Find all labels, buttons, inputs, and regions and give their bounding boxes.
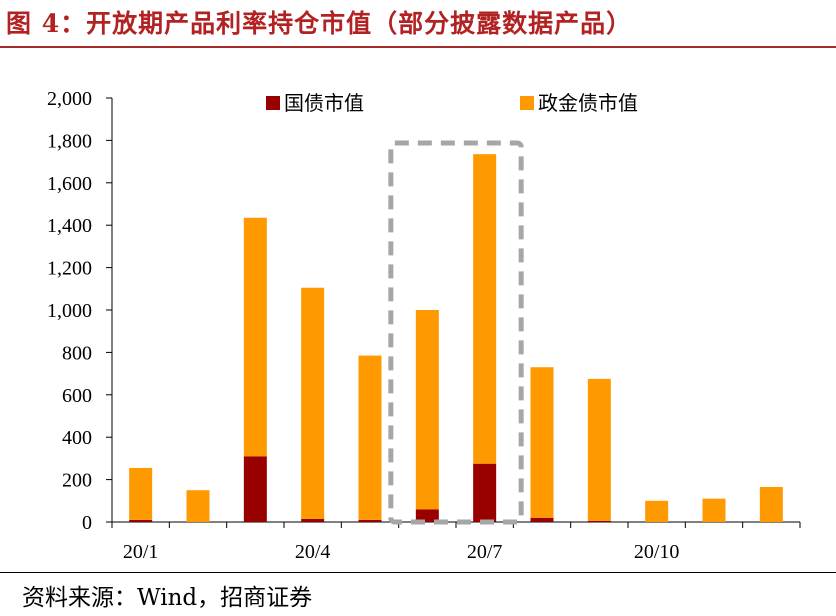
y-tick-label: 1,200 bbox=[47, 258, 92, 280]
bar-gov-20-7 bbox=[473, 463, 497, 522]
bar-policy-20-3 bbox=[243, 217, 267, 457]
y-tick-label: 1,400 bbox=[47, 215, 92, 237]
y-tick-label: 0 bbox=[82, 512, 92, 534]
bar-policy-20-2 bbox=[186, 490, 210, 522]
legend-label-policy: 政金债市值 bbox=[538, 91, 638, 115]
y-tick-label: 1,800 bbox=[47, 130, 92, 152]
source-divider bbox=[0, 572, 836, 573]
y-tick-label: 400 bbox=[62, 427, 92, 449]
bar-gov-20-5 bbox=[358, 519, 382, 522]
y-tick-label: 1,600 bbox=[47, 173, 92, 195]
bar-gov-20-6 bbox=[415, 509, 439, 522]
legend-swatch-gov bbox=[266, 96, 280, 110]
x-tick-label: 20/4 bbox=[295, 541, 331, 563]
figure-title: 图 4：开放期产品利率持仓市值（部分披露数据产品） bbox=[6, 9, 633, 38]
bar-policy-20-6 bbox=[415, 310, 439, 510]
x-tick-label: 20/1 bbox=[123, 541, 159, 563]
y-tick-label: 200 bbox=[62, 470, 92, 492]
stacked-bar-chart: 0 200 400 600 800 1,000 1,200 1,400 1,600 1,800 2,… bbox=[47, 88, 801, 563]
bar-policy-20-12 bbox=[759, 487, 783, 522]
source-note: 资料来源：Wind，招商证券 bbox=[22, 585, 313, 611]
chart-legend: 国债市值 政金债市值 bbox=[266, 91, 638, 115]
bar-gov-20-8 bbox=[530, 517, 554, 522]
bar-policy-20-11 bbox=[702, 498, 726, 522]
bar-policy-20-8 bbox=[530, 367, 554, 518]
bar-policy-20-10 bbox=[645, 500, 669, 522]
x-tick-label: 20/7 bbox=[467, 541, 503, 563]
y-tick-label: 1,000 bbox=[47, 300, 92, 322]
y-tick-label: 2,000 bbox=[47, 88, 92, 110]
y-tick-label: 800 bbox=[62, 342, 92, 364]
bar-gov-20-3 bbox=[243, 456, 267, 522]
chart-labels: 0 200 400 600 800 1,000 1,200 1,400 1,600 1,800 2,… bbox=[47, 88, 679, 563]
chart-axes bbox=[106, 97, 801, 528]
y-tick-label: 600 bbox=[62, 385, 92, 407]
legend-label-gov: 国债市值 bbox=[284, 91, 364, 115]
x-tick-label: 20/10 bbox=[634, 541, 680, 563]
bar-policy-20-7 bbox=[473, 154, 497, 464]
bar-policy-20-4 bbox=[301, 287, 325, 519]
bar-policy-20-9 bbox=[587, 378, 611, 521]
bar-policy-20-1 bbox=[129, 467, 153, 520]
legend-swatch-policy bbox=[520, 96, 534, 110]
bar-policy-20-5 bbox=[358, 355, 382, 520]
title-divider bbox=[0, 46, 836, 48]
bar-gov-20-4 bbox=[301, 518, 325, 522]
bar-gov-20-1 bbox=[129, 519, 153, 522]
bar-gov-20-9 bbox=[587, 520, 611, 522]
highlight-box bbox=[388, 140, 524, 525]
chart-bars bbox=[129, 140, 783, 525]
